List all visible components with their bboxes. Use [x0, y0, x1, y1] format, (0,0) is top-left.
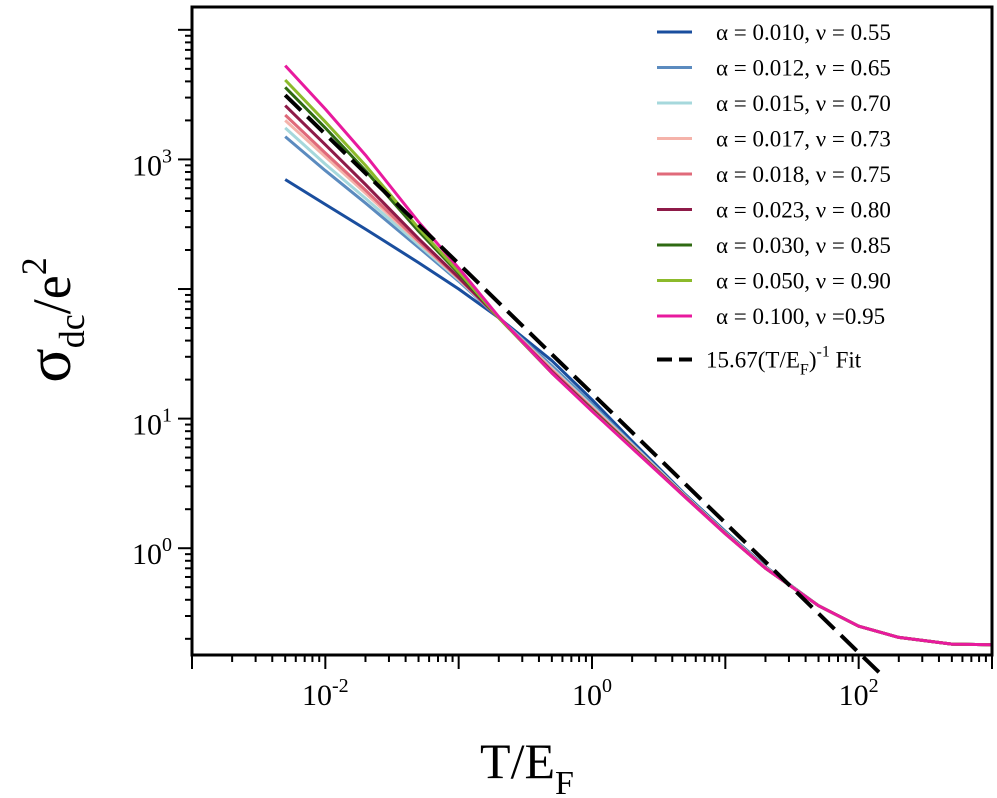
x-tick-label: 102: [839, 675, 879, 712]
x-axis-label-main: T/E: [480, 733, 555, 789]
y-tick-label: 100: [132, 534, 172, 571]
legend-label: α = 0.018, ν = 0.75: [716, 162, 891, 187]
legend-label: α = 0.023, ν = 0.80: [716, 198, 891, 223]
legend-label: α = 0.017, ν = 0.73: [716, 127, 891, 152]
y-axis-label-sub: dc: [52, 314, 92, 348]
legend-label: α = 0.050, ν = 0.90: [716, 269, 891, 294]
x-tick-label: 100: [572, 675, 612, 712]
tick-group: 10-2 100 102 103 101 100: [132, 28, 993, 712]
legend-label-fit: 15.67(T/EF)-1 Fit: [706, 344, 862, 379]
series-line-9: [284, 64, 993, 647]
fit-layer: [283, 93, 882, 675]
legend-label: α = 0.100, ν =0.95: [716, 304, 885, 329]
legend: α = 0.010, ν = 0.55 α = 0.012, ν = 0.65 α …: [657, 20, 891, 379]
y-tick-label: 101: [132, 405, 172, 442]
legend-label: α = 0.015, ν = 0.70: [716, 91, 891, 116]
legend-label: α = 0.010, ν = 0.55: [716, 20, 891, 45]
y-axis-label: σdc/e2: [13, 257, 92, 382]
x-axis-label: T/EF: [480, 733, 574, 798]
fit-line: [283, 93, 882, 675]
x-axis-label-sub: F: [555, 765, 574, 798]
y-axis-label-sup: 2: [14, 257, 54, 275]
y-tick-label: 103: [132, 145, 172, 182]
legend-label: α = 0.012, ν = 0.65: [716, 56, 891, 81]
y-axis-label-main: σ: [13, 348, 84, 383]
x-tick-label: 10-2: [302, 675, 349, 712]
y-axis-label-mid: /e: [22, 275, 82, 314]
legend-label: α = 0.030, ν = 0.85: [716, 233, 891, 258]
